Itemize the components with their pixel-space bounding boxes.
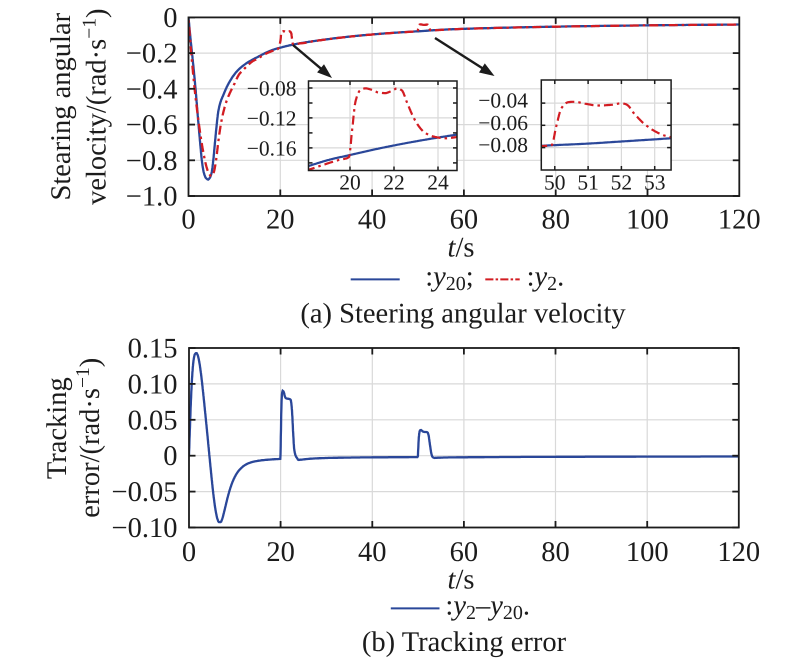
svg-text:−0.10: −0.10 (112, 513, 178, 544)
svg-text:−0.05: −0.05 (112, 477, 178, 508)
svg-text:−0.4: −0.4 (126, 74, 178, 105)
svg-text:0: 0 (163, 3, 177, 34)
svg-text:Stearing angular: Stearing angular (46, 12, 77, 200)
svg-text:−1.0: −1.0 (126, 182, 178, 213)
svg-text:−0.06: −0.06 (478, 111, 528, 135)
svg-text:120: 120 (718, 205, 761, 236)
svg-text:−0.8: −0.8 (126, 146, 178, 177)
svg-text:20: 20 (266, 205, 295, 236)
svg-text:24: 24 (427, 171, 449, 195)
svg-text:(b) Tracking error: (b) Tracking error (362, 627, 567, 658)
svg-text:0: 0 (181, 205, 195, 236)
svg-text:velocity/(rad·s−1): velocity/(rad·s−1) (80, 8, 113, 204)
svg-text:0.10: 0.10 (128, 369, 178, 400)
svg-text:0: 0 (182, 537, 196, 568)
svg-text:20: 20 (266, 537, 295, 568)
svg-text:51: 51 (577, 171, 599, 195)
svg-text:t/s: t/s (448, 233, 475, 264)
svg-text:60: 60 (450, 205, 479, 236)
svg-text:120: 120 (717, 537, 760, 568)
svg-text:80: 80 (541, 205, 570, 236)
svg-text:−0.08: −0.08 (247, 76, 297, 100)
svg-text:0: 0 (163, 441, 177, 472)
svg-text:−0.12: −0.12 (247, 106, 297, 130)
svg-text:Tracking: Tracking (42, 377, 73, 479)
svg-text:20: 20 (339, 171, 361, 195)
svg-text:0.15: 0.15 (128, 334, 178, 365)
svg-text:40: 40 (358, 205, 387, 236)
svg-text:100: 100 (626, 205, 669, 236)
svg-text:−0.08: −0.08 (478, 133, 528, 157)
svg-text:50: 50 (544, 171, 566, 195)
svg-text:−0.16: −0.16 (247, 136, 297, 160)
svg-text:53: 53 (644, 171, 666, 195)
svg-text:40: 40 (358, 537, 387, 568)
svg-text::y2.: :y2. (527, 262, 565, 296)
svg-text:22: 22 (383, 171, 405, 195)
svg-text:60: 60 (450, 537, 479, 568)
svg-text:t/s: t/s (448, 565, 475, 596)
svg-text:80: 80 (541, 537, 570, 568)
svg-text:(a) Steering angular velocity: (a) Steering angular velocity (300, 298, 626, 329)
svg-text:−0.2: −0.2 (126, 39, 178, 70)
svg-text:100: 100 (626, 537, 669, 568)
svg-text:−0.6: −0.6 (126, 110, 178, 141)
svg-text:52: 52 (611, 171, 633, 195)
svg-text:−0.04: −0.04 (478, 89, 528, 113)
svg-text:0.05: 0.05 (128, 405, 178, 436)
